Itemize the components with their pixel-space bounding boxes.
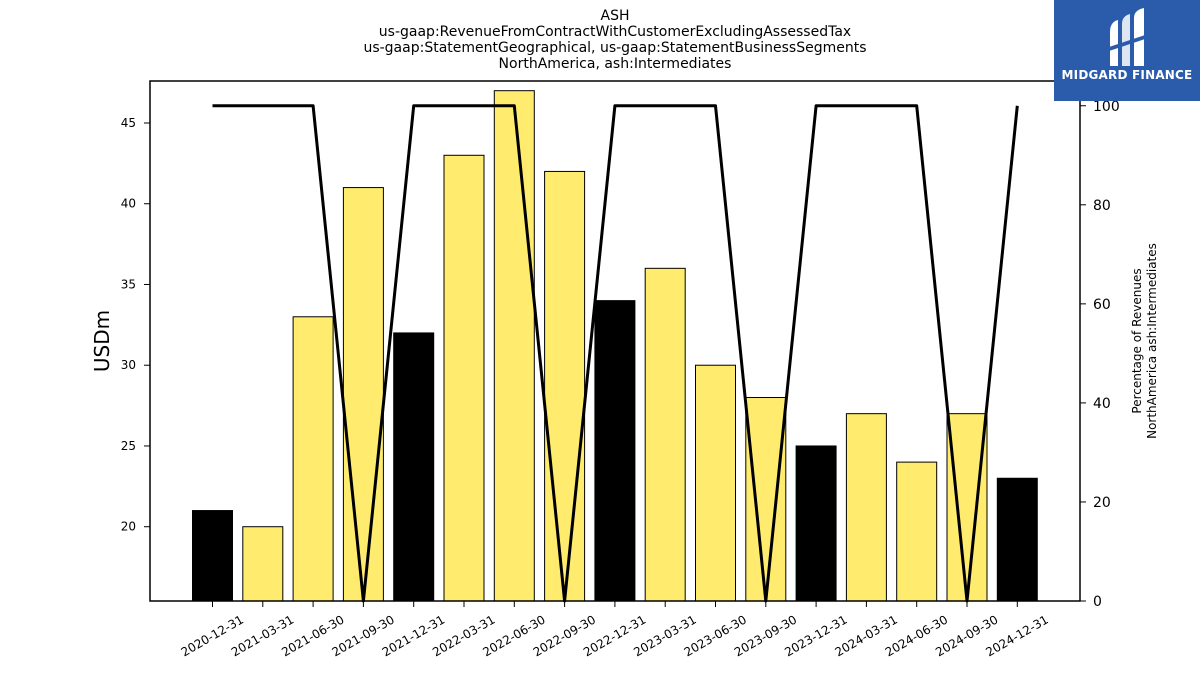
title-line-2: us-gaap:RevenueFromContractWithCustomerE…	[379, 24, 851, 40]
y-axis-label: USDm	[90, 310, 114, 372]
y-tick-label: 40	[121, 197, 136, 211]
y2-tick-label: 80	[1093, 198, 1111, 214]
right-y-axis: 0 20 40 60 80 100	[1080, 99, 1120, 610]
logo-text: MIDGARD FINANCE	[1061, 68, 1193, 82]
midgard-logo-icon	[1106, 8, 1148, 66]
y2-tick-label: 0	[1093, 594, 1102, 610]
bar-2022-12-31	[594, 300, 636, 602]
y2-axis-label-line-1: Percentage of Revenues	[1130, 268, 1144, 413]
y-tick-label: 30	[121, 358, 136, 372]
y2-tick-label: 40	[1093, 396, 1111, 412]
y-tick-label: 45	[121, 116, 136, 130]
bar-2023-03-31	[644, 267, 686, 602]
y-tick-label: 35	[121, 277, 136, 291]
y-tick-label: 25	[121, 439, 136, 453]
y2-axis-label-line-2: NorthAmerica ash:Intermediates	[1145, 243, 1159, 439]
title-line-3: us-gaap:StatementGeographical, us-gaap:S…	[363, 40, 866, 56]
bar-2021-12-31	[393, 332, 435, 602]
bar-2024-12-31	[996, 477, 1038, 602]
bar-2023-09-30	[745, 397, 787, 602]
bar-2022-09-30	[544, 170, 586, 602]
y-tick-label: 20	[121, 520, 136, 534]
title-line-1: ASH	[601, 8, 630, 24]
bar-2024-06-30	[896, 461, 938, 602]
y2-tick-label: 60	[1093, 297, 1111, 313]
midgard-finance-logo: MIDGARD FINANCE	[1054, 0, 1200, 101]
bar-2024-03-31	[845, 413, 887, 602]
percentage-line-series	[212, 104, 1019, 603]
bar-2021-03-31	[242, 526, 284, 602]
left-y-axis: 20 25 30 35 40 45	[121, 116, 150, 534]
bar-2023-06-30	[695, 364, 736, 602]
bar-2024-09-30	[946, 413, 988, 602]
title-line-4: NorthAmerica, ash:Intermediates	[499, 56, 732, 72]
bar-2020-12-31	[192, 510, 233, 602]
bar-2022-06-30	[493, 90, 535, 602]
bar-series	[192, 90, 1038, 602]
bar-2023-12-31	[795, 445, 837, 602]
bar-2021-09-30	[342, 187, 384, 602]
bar-2022-03-31	[443, 154, 485, 602]
y2-tick-label: 20	[1093, 495, 1111, 511]
y2-tick-label: 100	[1093, 99, 1120, 115]
percentage-line	[212, 104, 1019, 603]
bar-2021-06-30	[292, 316, 334, 602]
x-axis: 2020-12-312021-03-312021-06-302021-09-30…	[179, 601, 1051, 659]
chart-title: ASH us-gaap:RevenueFromContractWithCusto…	[363, 8, 866, 72]
